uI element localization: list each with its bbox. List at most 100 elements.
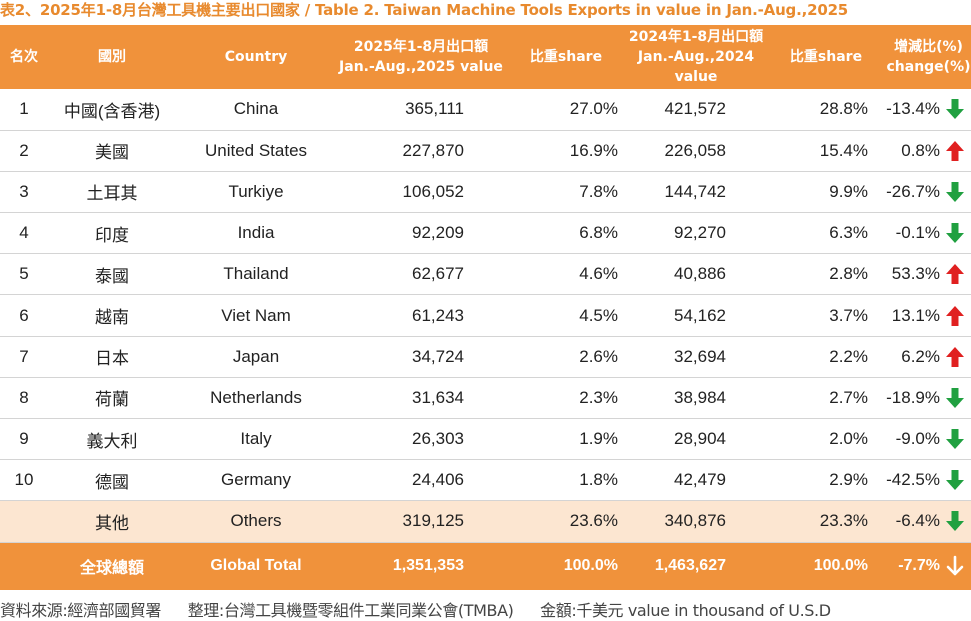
cell-name-zh: 越南 <box>95 308 129 328</box>
cell-value-2025: 26,303 <box>412 429 464 449</box>
footer-compiled: 整理:台灣工具機暨零組件工業同業公會(TMBA) <box>187 601 514 620</box>
cell-country: Turkiye <box>228 181 284 201</box>
cell-share-2025: 4.6% <box>579 264 618 284</box>
cell-value-2024: 226,058 <box>664 140 726 160</box>
cell-country: United States <box>204 140 308 160</box>
change-value: -6.4% <box>895 511 940 531</box>
others-row: 其他 Others 319,125 23.6% 340,876 23.3% -6… <box>0 500 971 543</box>
table-row: 6 越南 Viet Nam 61,243 4.5% 54,162 3.7% 13… <box>0 295 971 337</box>
cell-name-zh: 中國(含香港) <box>63 101 161 121</box>
cell-value-2024: 40,886 <box>674 264 726 284</box>
cell-name-zh: 義大利 <box>86 431 138 451</box>
table-row: 1 中國(含香港) China 365,111 27.0% 421,572 28… <box>0 89 971 131</box>
table-row: 7 日本 Japan 34,724 2.6% 32,694 2.2% 6.2% <box>0 336 971 378</box>
cell-country: Others <box>230 511 282 531</box>
cell-change: 0.8% <box>886 130 971 171</box>
cell-rank: 3 <box>19 181 29 201</box>
cell-rank <box>0 501 48 542</box>
cell-share-2025: 16.9% <box>569 140 618 160</box>
header-change-en: change(%) <box>886 59 971 75</box>
cell-value-2025: 31,634 <box>412 387 464 407</box>
header-country: Country <box>224 49 288 65</box>
header-row: 名次 國別 Country 2025年1-8月出口額 Jan.-Aug.,202… <box>0 25 971 89</box>
cell-change: 6.2% <box>886 336 971 377</box>
cell-country: Netherlands <box>210 387 302 407</box>
cell-share-2024: 28.8% <box>819 99 868 119</box>
cell-value-2025: 319,125 <box>402 511 464 531</box>
cell-rank: 8 <box>19 387 29 407</box>
cell-rank <box>0 542 48 590</box>
footer-unit: 金額:千美元 value in thousand of U.S.D <box>540 601 831 620</box>
cell-rank: 10 <box>14 470 34 490</box>
table-row: 9 義大利 Italy 26,303 1.9% 28,904 2.0% -9.0… <box>0 419 971 460</box>
change-value: 0.8% <box>901 140 940 160</box>
cell-value-2025: 92,209 <box>412 223 464 243</box>
change-value: -42.5% <box>886 470 940 490</box>
cell-change: -7.7% <box>886 542 971 590</box>
change-value: -9.0% <box>895 429 940 449</box>
cell-share-2024: 23.3% <box>819 511 868 531</box>
table-row: 3 土耳其 Turkiye 106,052 7.8% 144,742 9.9% … <box>0 171 971 213</box>
cell-share-2025: 6.8% <box>579 223 618 243</box>
change-value: -0.1% <box>895 223 940 243</box>
cell-name-zh: 德國 <box>95 472 129 492</box>
cell-value-2025: 365,111 <box>405 99 464 119</box>
cell-value-2024: 92,270 <box>674 223 726 243</box>
cell-country: India <box>237 223 275 243</box>
cell-rank: 2 <box>19 140 29 160</box>
header-value-2024: 2024年1-8月出口額 Jan.-Aug.,2024 value <box>626 25 766 89</box>
cell-name-zh: 美國 <box>95 143 129 163</box>
cell-country: China <box>233 99 279 119</box>
cell-value-2024: 38,984 <box>674 387 726 407</box>
cell-share-2024: 2.7% <box>829 387 868 407</box>
cell-share-2025: 4.5% <box>579 305 618 325</box>
cell-rank: 5 <box>19 264 29 284</box>
cell-share-2024: 15.4% <box>819 140 868 160</box>
cell-share-2024: 2.8% <box>829 264 868 284</box>
header-share-2025: 比重share <box>529 49 603 65</box>
arrow-down-icon <box>946 223 964 244</box>
cell-share-2025: 2.6% <box>579 346 618 366</box>
exports-table: 名次 國別 Country 2025年1-8月出口額 Jan.-Aug.,202… <box>0 25 971 591</box>
cell-share-2024: 9.9% <box>829 181 868 201</box>
cell-name-zh: 印度 <box>95 225 129 245</box>
cell-value-2024: 54,162 <box>674 305 726 325</box>
cell-change: -0.1% <box>886 213 971 254</box>
cell-value-2025: 227,870 <box>402 140 464 160</box>
cell-change: -18.9% <box>886 377 971 418</box>
cell-value-2025: 24,406 <box>412 470 464 490</box>
cell-country: Viet Nam <box>221 305 291 325</box>
cell-share-2025: 7.8% <box>579 181 618 201</box>
arrow-up-icon <box>946 264 964 285</box>
header-value-2025-en: Jan.-Aug.,2025 value <box>339 59 503 75</box>
cell-name-zh: 日本 <box>95 349 129 369</box>
arrow-up-icon <box>946 140 964 161</box>
cell-change: 53.3% <box>886 254 971 295</box>
cell-name-zh: 荷蘭 <box>95 390 129 410</box>
header-change-zh: 增減比(%) <box>894 39 963 55</box>
header-value-2024-en: Jan.-Aug.,2024 value <box>637 49 755 85</box>
change-value: -18.9% <box>886 387 940 407</box>
cell-change: -13.4% <box>886 89 971 130</box>
cell-change: -9.0% <box>886 419 971 460</box>
header-rank: 名次 <box>10 49 38 65</box>
cell-name-zh: 泰國 <box>95 266 129 286</box>
total-row: 全球總額 Global Total 1,351,353 100.0% 1,463… <box>0 542 971 591</box>
cell-value-2024: 1,463,627 <box>654 557 726 575</box>
cell-value-2024: 144,742 <box>664 181 726 201</box>
change-value: -7.7% <box>898 557 940 575</box>
arrow-up-icon <box>946 346 964 367</box>
cell-value-2024: 421,572 <box>664 99 726 119</box>
cell-share-2025: 1.9% <box>579 429 618 449</box>
footer-source: 資料來源:經濟部國貿署 <box>0 601 161 620</box>
cell-rank: 4 <box>19 223 29 243</box>
cell-share-2025: 2.3% <box>579 387 618 407</box>
cell-value-2024: 28,904 <box>674 429 726 449</box>
cell-value-2025: 62,677 <box>412 264 464 284</box>
header-change: 增減比(%) change(%) <box>886 25 971 89</box>
header-value-2024-zh: 2024年1-8月出口額 <box>628 29 764 45</box>
cell-value-2025: 106,052 <box>402 181 464 201</box>
cell-share-2024: 6.3% <box>829 223 868 243</box>
header-name-zh: 國別 <box>98 49 126 65</box>
arrow-down-icon <box>946 181 964 202</box>
